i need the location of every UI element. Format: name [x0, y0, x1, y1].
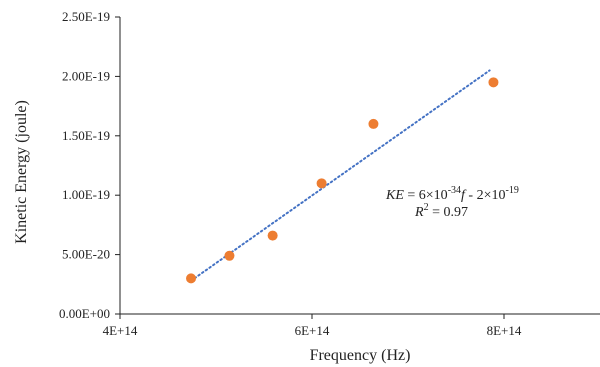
y-tick-label: 2.00E-19	[62, 68, 110, 83]
data-point	[488, 77, 499, 88]
equation-exponent-2: -19	[505, 185, 518, 196]
data-point	[224, 250, 235, 261]
equation-intercept: - 2×10	[465, 188, 506, 203]
x-tick-label: 4E+14	[103, 323, 138, 338]
x-axis-title: Frequency (Hz)	[310, 347, 411, 364]
y-tick-label: 1.50E-19	[62, 128, 110, 143]
r-squared: R2 = 0.97	[414, 202, 468, 220]
y-tick-label: 0.00E+00	[59, 306, 110, 321]
x-axis-ticks: 4E+14 6E+14 8E+14	[103, 314, 522, 338]
x-tick-label: 8E+14	[487, 323, 522, 338]
data-points	[186, 77, 499, 284]
r-squared-value: = 0.97	[429, 205, 468, 220]
data-point	[368, 118, 379, 129]
equation-f: f	[461, 188, 467, 203]
y-tick-label: 5.00E-20	[62, 247, 110, 262]
data-point	[267, 230, 278, 241]
equation-ke: KE	[385, 188, 404, 203]
y-tick-label: 2.50E-19	[62, 9, 110, 24]
y-axis-ticks: 0.00E+00 5.00E-20 1.00E-19 1.50E-19 2.00E-19…	[59, 9, 120, 321]
data-point	[186, 273, 197, 284]
r-squared-exponent: 2	[424, 202, 429, 213]
x-tick-label: 6E+14	[295, 323, 330, 338]
trendline	[190, 69, 491, 282]
equation-exponent-1: -34	[448, 185, 461, 196]
y-tick-label: 1.00E-19	[62, 187, 110, 202]
data-point	[316, 178, 327, 189]
y-axis-title: Kinetic Energy (joule)	[13, 100, 30, 244]
trendline-equation: KE = 6×10-34f - 2×10-19	[385, 185, 519, 203]
equation-slope: = 6×10	[404, 188, 448, 203]
r-squared-r: R	[414, 205, 424, 220]
